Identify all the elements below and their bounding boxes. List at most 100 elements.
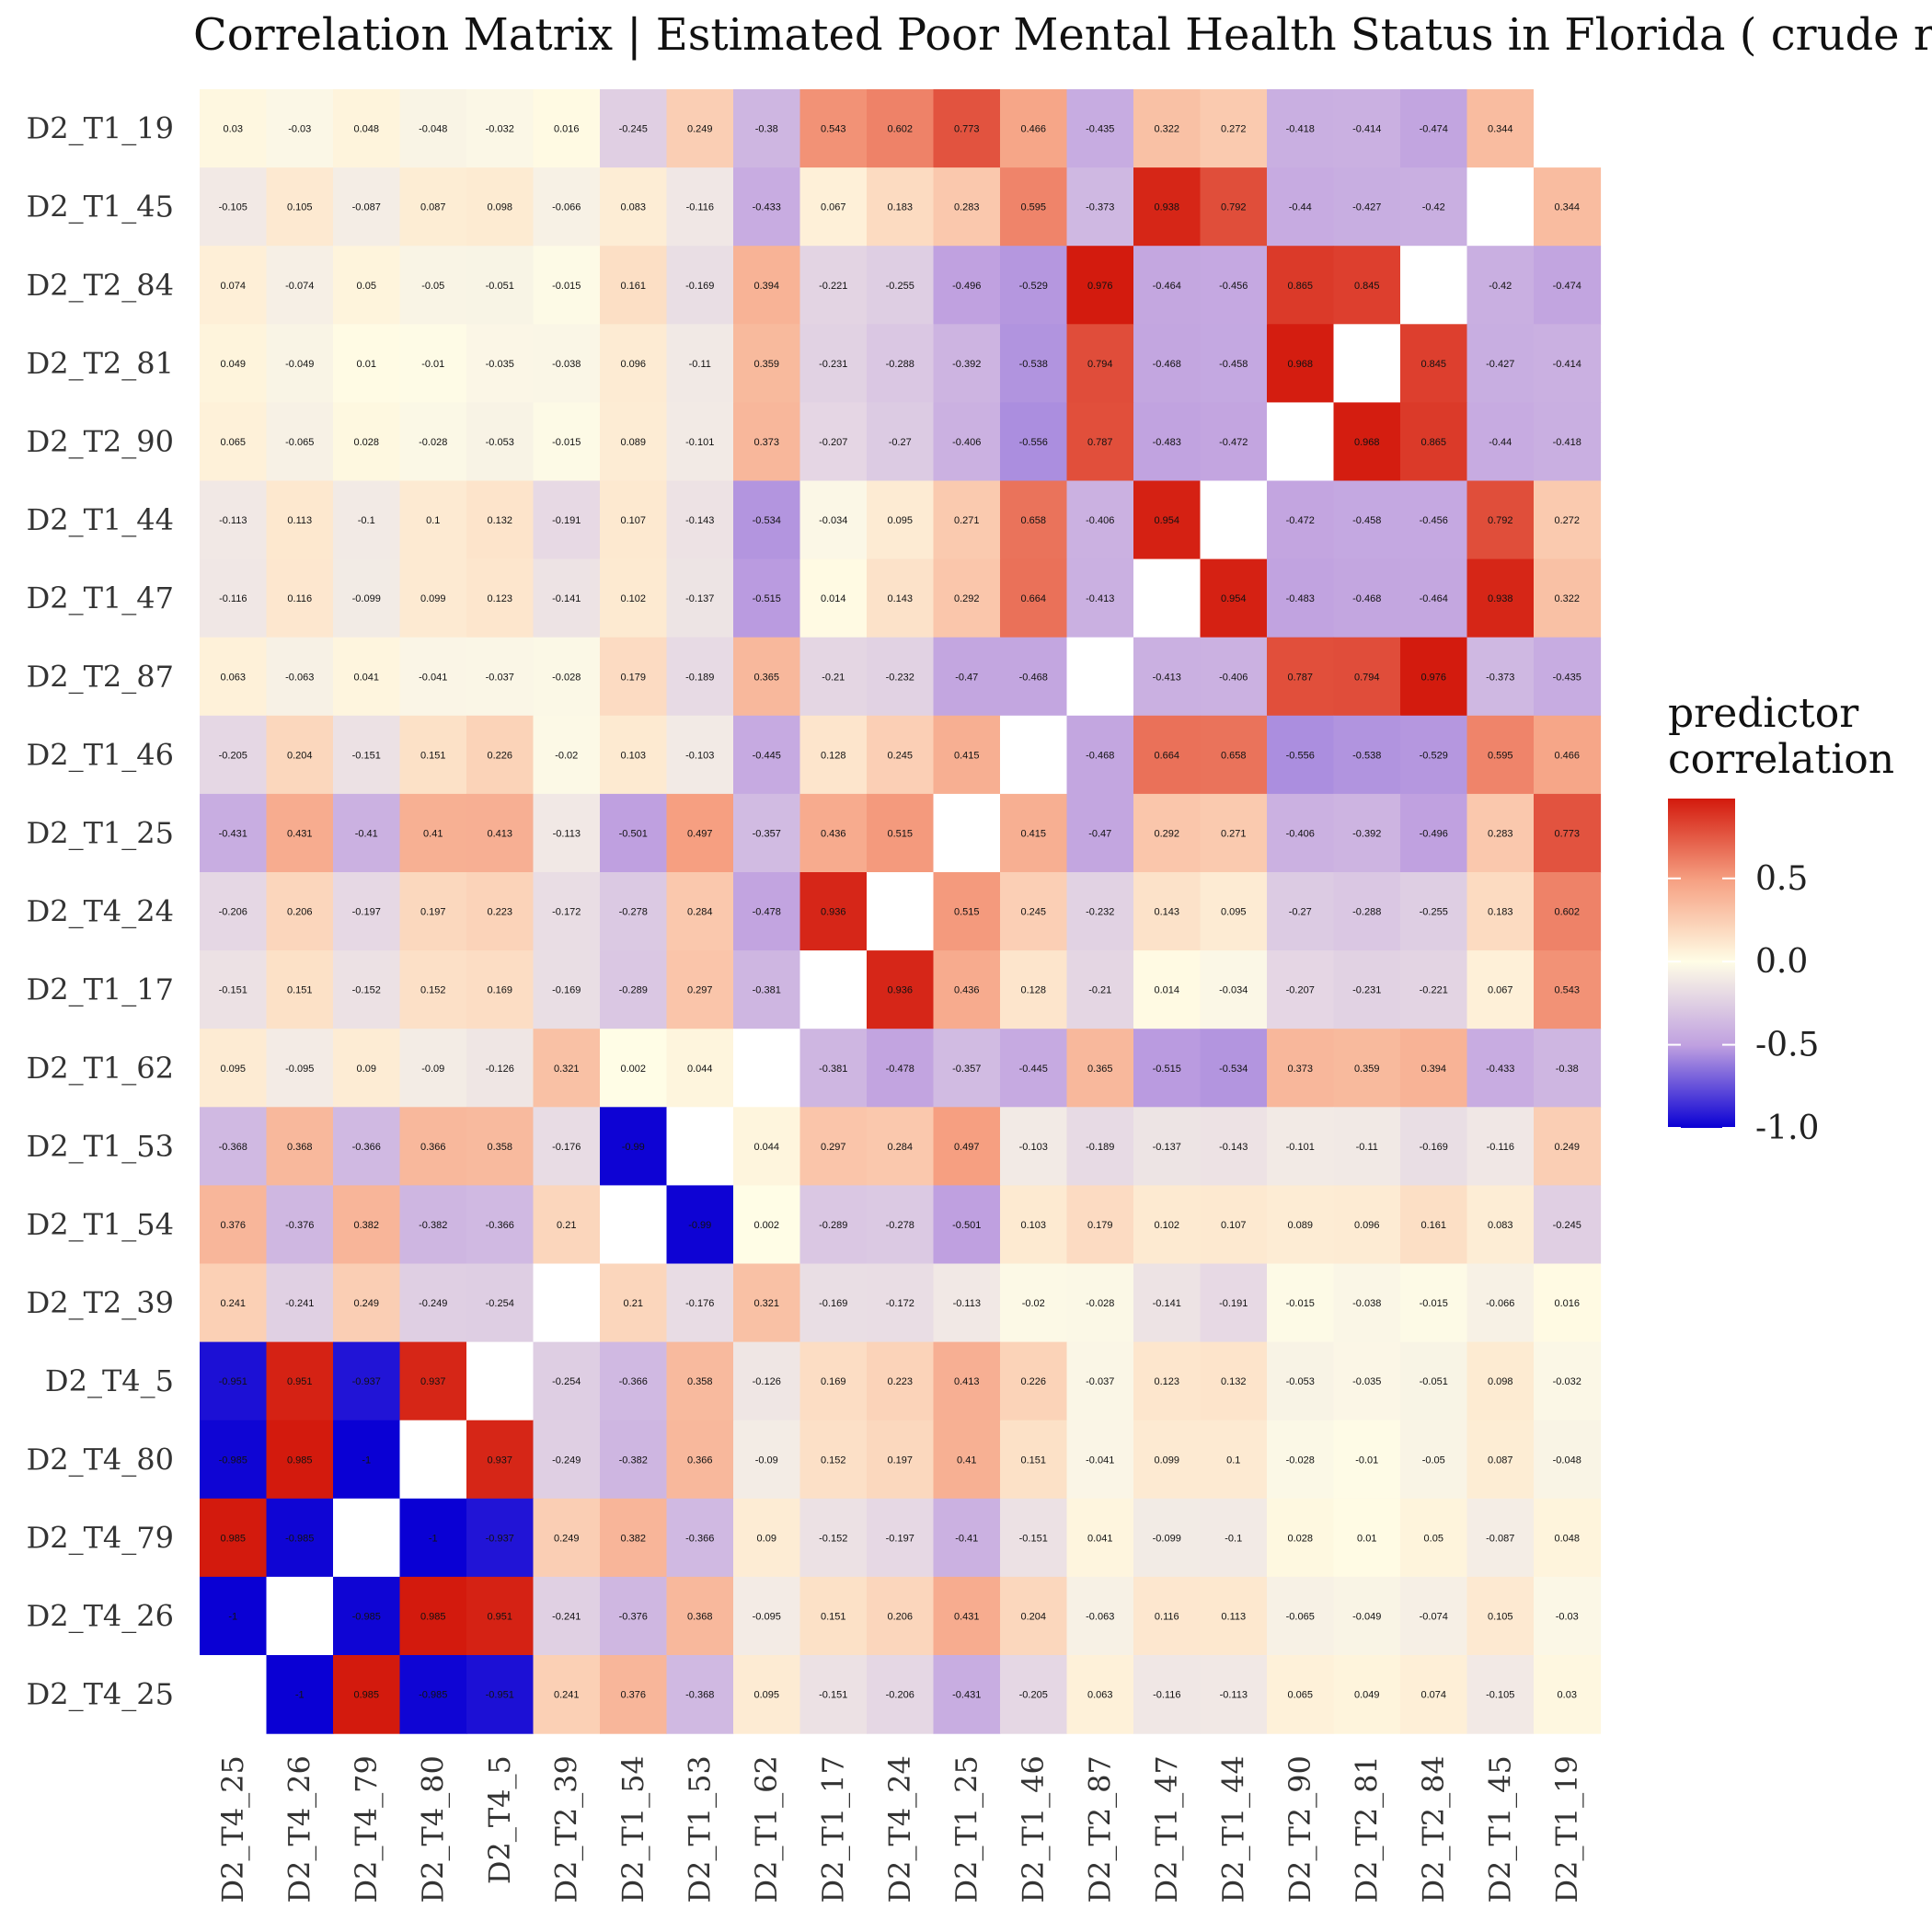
heatmap-cell xyxy=(466,1655,535,1734)
heatmap-cell xyxy=(1267,872,1335,951)
heatmap-cell xyxy=(1133,1107,1202,1186)
heatmap-cell xyxy=(867,637,935,717)
heatmap-cell xyxy=(200,1576,268,1656)
heatmap-cell xyxy=(867,89,935,168)
heatmap-cell xyxy=(333,558,401,638)
cell-value-label: -0.105 xyxy=(219,202,247,213)
heatmap-cell xyxy=(399,1498,467,1578)
heatmap-cell xyxy=(1000,1341,1068,1421)
heatmap-cell xyxy=(266,1498,334,1578)
column-labels: D2_T4_25 D2_T4_26 D2_T4_79 D2_T4_80 D2_T4_5 D… xyxy=(215,1755,1584,1903)
row-label: D2_T4_24 xyxy=(27,894,174,929)
row-label: D2_T1_19 xyxy=(27,111,174,146)
cell-value-label: 0.05 xyxy=(1424,1533,1443,1544)
heatmap-cell xyxy=(1200,1420,1268,1500)
heatmap-cell xyxy=(1400,1498,1468,1578)
cell-value-label: -0.095 xyxy=(753,1611,781,1622)
cell-value-label: 0.376 xyxy=(220,1220,246,1231)
cell-value-label: -0.066 xyxy=(552,202,581,213)
cell-value-label: 0.151 xyxy=(1020,1455,1046,1466)
cell-value-label: 0.098 xyxy=(1488,1376,1513,1387)
cell-value-label: 0.226 xyxy=(1020,1376,1046,1387)
cell-value-label: 0.358 xyxy=(687,1376,713,1387)
chart-title: Correlation Matrix | Estimated Poor Ment… xyxy=(193,9,1932,61)
heatmap-cell xyxy=(1333,1107,1401,1186)
cell-value-label: -0.074 xyxy=(285,281,314,292)
cell-value-label: -0.087 xyxy=(1486,1533,1514,1544)
heatmap-cell xyxy=(399,1420,467,1500)
heatmap-cell xyxy=(666,1498,734,1578)
cell-value-label: -0.529 xyxy=(1019,281,1048,292)
heatmap-cell xyxy=(733,872,801,951)
row-label: D2_T4_25 xyxy=(27,1677,174,1712)
cell-value-label: -0.47 xyxy=(1088,828,1111,839)
heatmap-cell xyxy=(466,480,535,560)
cell-value-label: -1 xyxy=(429,1533,438,1544)
heatmap-cell xyxy=(1534,1341,1602,1421)
heatmap-cell xyxy=(200,1029,268,1108)
cell-value-label: -0.01 xyxy=(1355,1455,1378,1466)
cell-value-label: 0.658 xyxy=(1221,750,1247,761)
heatmap-cell xyxy=(799,480,868,560)
cell-value-label: 0.283 xyxy=(954,202,980,213)
heatmap-cell xyxy=(1333,558,1401,638)
heatmap-cell xyxy=(666,1655,734,1734)
heatmap-cell xyxy=(799,1576,868,1656)
cell-value-label: 0.063 xyxy=(1087,1690,1113,1701)
cell-value-label: -0.152 xyxy=(819,1533,847,1544)
cell-value-label: 0.951 xyxy=(487,1611,512,1622)
heatmap-cell xyxy=(1400,402,1468,482)
cell-value-label: 0.937 xyxy=(420,1376,446,1387)
cell-value-label: 0.938 xyxy=(1154,202,1179,213)
cell-value-label: -0.05 xyxy=(1422,1455,1445,1466)
cell-value-label: -0.099 xyxy=(352,593,381,604)
heatmap-cell xyxy=(466,715,535,795)
cell-value-label: -0.496 xyxy=(1420,828,1448,839)
heatmap-cell xyxy=(666,246,734,325)
cell-value-label: 0.344 xyxy=(1554,202,1580,213)
cell-value-label: -0.151 xyxy=(1019,1533,1048,1544)
cell-value-label: -0.937 xyxy=(352,1376,381,1387)
cell-value-label: -0.101 xyxy=(685,437,714,448)
heatmap-cell xyxy=(1333,872,1401,951)
heatmap-cell xyxy=(1267,1107,1335,1186)
cell-value-label: 0.128 xyxy=(1020,985,1046,996)
cell-value-label: 0.067 xyxy=(821,202,846,213)
heatmap-cell xyxy=(666,558,734,638)
row-label: D2_T1_46 xyxy=(27,737,174,772)
heatmap-cell xyxy=(399,1576,467,1656)
heatmap-cell xyxy=(200,1185,268,1265)
heatmap-cell xyxy=(200,1263,268,1343)
heatmap-cell xyxy=(867,793,935,873)
column-label: D2_T1_62 xyxy=(749,1755,784,1903)
cell-value-label: 0.206 xyxy=(287,907,313,918)
cell-value-label: 0.03 xyxy=(224,124,243,135)
cell-value-label: -0.137 xyxy=(685,593,714,604)
heatmap-cell xyxy=(1133,1263,1202,1343)
cell-value-label: -0.249 xyxy=(419,1298,447,1309)
cell-value-label: -0.103 xyxy=(685,750,714,761)
heatmap-cell xyxy=(200,1498,268,1578)
heatmap-cell xyxy=(1333,246,1401,325)
heatmap-cell xyxy=(1000,1029,1068,1108)
cell-value-label: 0.436 xyxy=(954,985,980,996)
heatmap-cell xyxy=(266,1420,334,1500)
heatmap-cell xyxy=(1133,324,1202,403)
heatmap-cell xyxy=(333,402,401,482)
cell-value-label: 0.041 xyxy=(353,672,379,683)
heatmap-cell xyxy=(600,1655,668,1734)
cell-value-label: 0.985 xyxy=(287,1455,313,1466)
cell-value-label: -0.376 xyxy=(619,1611,648,1622)
heatmap-cell xyxy=(867,1029,935,1108)
heatmap-cell xyxy=(1066,480,1134,560)
heatmap-cell xyxy=(799,1341,868,1421)
cell-value-label: 0.292 xyxy=(1154,828,1179,839)
heatmap-cell xyxy=(399,246,467,325)
heatmap-cell xyxy=(1466,1498,1535,1578)
cell-value-label: 0.132 xyxy=(1221,1376,1247,1387)
heatmap-cell xyxy=(733,324,801,403)
cell-value-label: 0.951 xyxy=(287,1376,313,1387)
heatmap-cell xyxy=(1066,793,1134,873)
cell-value-label: 0.297 xyxy=(687,985,713,996)
cell-value-label: -0.05 xyxy=(421,281,444,292)
